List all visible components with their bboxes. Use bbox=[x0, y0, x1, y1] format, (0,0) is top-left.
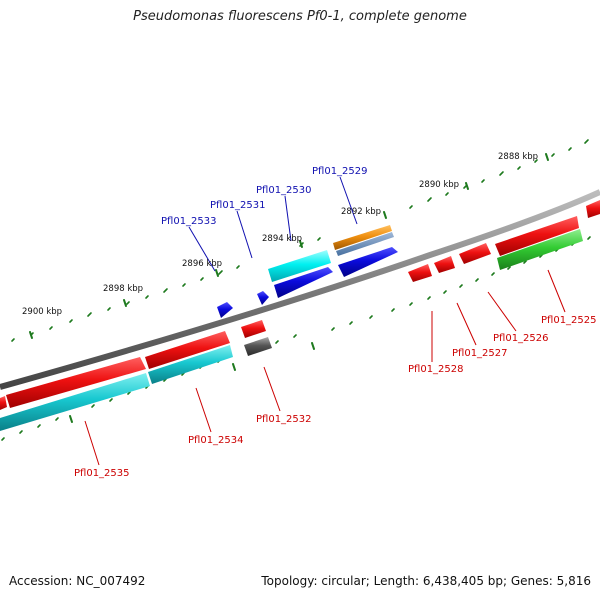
gene-label-pfl01-2533[interactable]: Pfl01_2533 bbox=[161, 216, 217, 227]
gene-pfl01-2529-shadow bbox=[336, 232, 394, 256]
scale-label: 2894 kbp bbox=[262, 234, 302, 244]
gene-pfl01-2533-arrow[interactable] bbox=[217, 302, 233, 318]
gene-label-pfl01-2532[interactable]: Pfl01_2532 bbox=[256, 414, 312, 425]
gene-pfl01-2532-arrow[interactable] bbox=[244, 337, 272, 356]
gene-red-left-edge[interactable] bbox=[0, 396, 7, 410]
gene-label-pfl01-2525[interactable]: Pfl01_2525 bbox=[541, 315, 597, 326]
gene-green-arrow[interactable] bbox=[497, 229, 583, 270]
scale-label: 2892 kbp bbox=[341, 207, 381, 217]
gene-pfl01-2528-arrow[interactable] bbox=[408, 264, 432, 282]
forward-gene-labels: Pfl01_2529 Pfl01_2530 Pfl01_2531 Pfl01_2… bbox=[161, 166, 368, 227]
scale-label: 2898 kbp bbox=[103, 284, 143, 294]
scale-label: 2896 kbp bbox=[182, 259, 222, 269]
gene-label-pfl01-2527[interactable]: Pfl01_2527 bbox=[452, 348, 508, 359]
scale-labels: 2888 kbp 2890 kbp 2892 kbp 2894 kbp 2896… bbox=[22, 152, 538, 317]
gene-red-long-1[interactable] bbox=[145, 331, 230, 369]
reverse-genes bbox=[0, 200, 600, 431]
gene-label-pfl01-2529[interactable]: Pfl01_2529 bbox=[312, 166, 368, 177]
accession-text: Accession: NC_007492 bbox=[9, 574, 146, 588]
scale-label: 2890 kbp bbox=[419, 180, 459, 190]
gene-label-pfl01-2526[interactable]: Pfl01_2526 bbox=[493, 333, 549, 344]
label-leaders bbox=[84, 176, 566, 466]
gene-pfl01-2525-arrow[interactable] bbox=[495, 216, 579, 256]
genome-summary-text: Topology: circular; Length: 6,438,405 bp… bbox=[261, 574, 591, 588]
genome-title: Pseudomonas fluorescens Pf0-1, complete … bbox=[133, 9, 467, 24]
gene-pfl01-2529-arrow[interactable] bbox=[333, 225, 392, 250]
gene-blue-arrow-1[interactable] bbox=[338, 247, 398, 277]
gene-label-pfl01-2528[interactable]: Pfl01_2528 bbox=[408, 364, 464, 375]
genome-backbone bbox=[0, 189, 600, 390]
gene-label-pfl01-2531[interactable]: Pfl01_2531 bbox=[210, 200, 266, 211]
gene-red-long-2[interactable] bbox=[6, 357, 146, 408]
upper-scale-track bbox=[11, 139, 589, 342]
scale-label: 2900 kbp bbox=[22, 307, 62, 317]
gene-pfl01-2531-arrow[interactable] bbox=[257, 291, 269, 305]
gene-pfl01-2527-arrow[interactable] bbox=[434, 256, 455, 273]
gene-label-pfl01-2535[interactable]: Pfl01_2535 bbox=[74, 468, 130, 479]
gene-red-right-edge[interactable] bbox=[586, 200, 600, 218]
scale-label: 2888 kbp bbox=[498, 152, 538, 162]
gene-pfl01-2535-arrow[interactable] bbox=[0, 373, 150, 431]
gene-label-pfl01-2534[interactable]: Pfl01_2534 bbox=[188, 435, 244, 446]
gene-pfl01-2530-arrow[interactable] bbox=[268, 250, 331, 282]
gene-pfl01-2534-arrow[interactable] bbox=[148, 345, 233, 384]
gene-red-small-arrow[interactable] bbox=[241, 320, 266, 338]
gene-pfl01-2526-arrow[interactable] bbox=[459, 243, 491, 264]
forward-genes bbox=[217, 225, 398, 318]
gene-label-pfl01-2530[interactable]: Pfl01_2530 bbox=[256, 185, 312, 196]
reverse-gene-labels: Pfl01_2525 Pfl01_2526 Pfl01_2527 Pfl01_2… bbox=[74, 315, 597, 479]
gene-blue-arrow-2[interactable] bbox=[274, 267, 333, 298]
